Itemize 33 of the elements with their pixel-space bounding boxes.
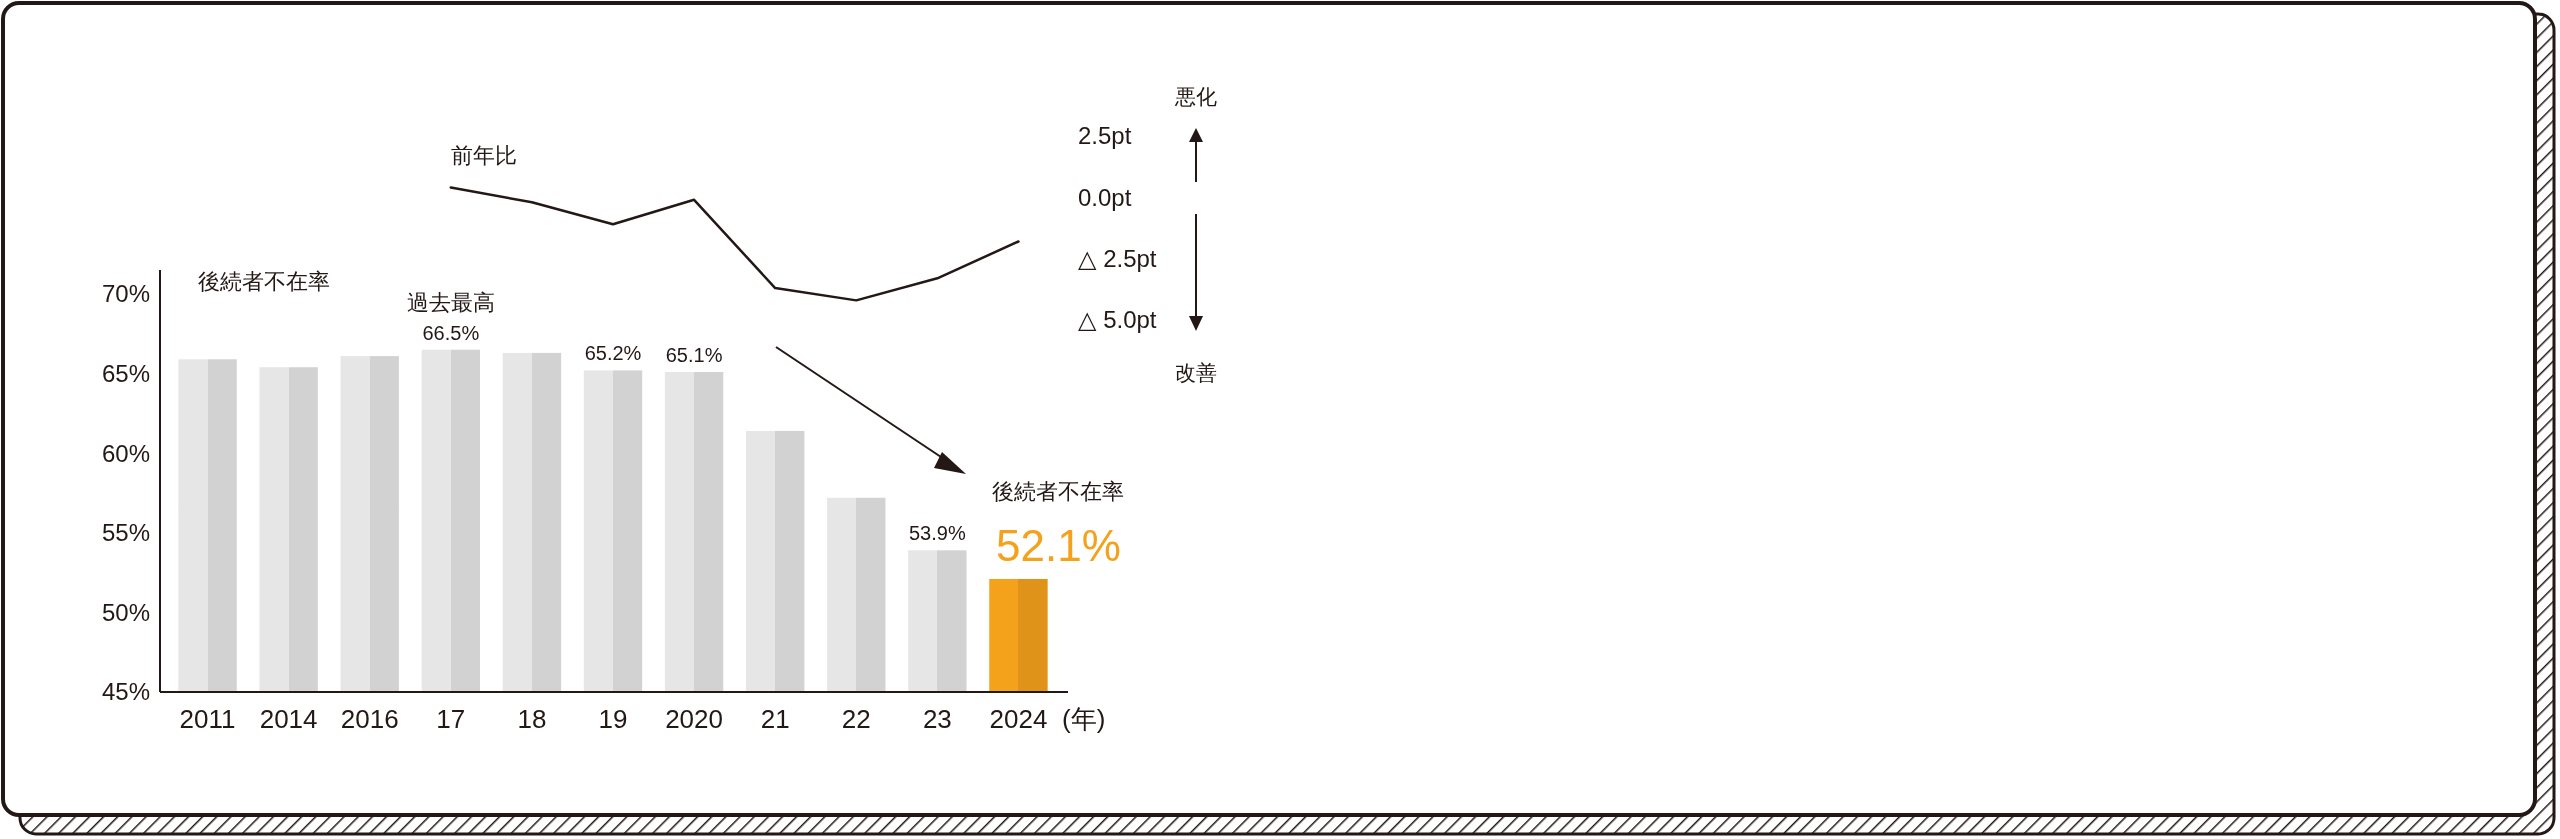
data-label: 65.2% [584, 342, 642, 365]
x-tick-label: 2024 [989, 704, 1048, 734]
x-tick-label: 17 [436, 704, 466, 734]
x-tick-label: 2014 [259, 704, 318, 734]
annotation: 後続者不在率 [992, 478, 1125, 504]
data-label: 52.1% [996, 520, 1121, 570]
x-tick-label: 22 [841, 704, 871, 734]
x-tick-label: 18 [517, 704, 547, 734]
annotation: 過去最高 [406, 289, 495, 315]
y-tick-label: △ 2.5pt [1078, 245, 1157, 273]
y-tick-label: 2.5pt [1078, 122, 1132, 150]
x-tick-label: 21 [760, 704, 790, 734]
x-tick-label: 19 [598, 704, 628, 734]
x-tick-label: 23 [922, 704, 952, 734]
text: 悪化 [1174, 85, 1217, 108]
y-tick-label: 60% [101, 439, 150, 467]
y-tick-label: 45% [101, 678, 150, 706]
x-tick-label: 2020 [665, 704, 724, 734]
x-tick-label: 2011 [179, 704, 236, 734]
y-tick-label: △ 5.0pt [1078, 306, 1157, 334]
y-tick-label: 70% [101, 280, 150, 308]
y-tick-label: 55% [101, 519, 150, 547]
y-tick-label: 50% [101, 598, 150, 626]
data-label: 53.9% [909, 522, 966, 545]
series-label: 前年比 [450, 142, 517, 168]
text: 改善 [1175, 361, 1217, 384]
x-axis-title: (年) [1062, 704, 1106, 734]
y-tick-label: 0.0pt [1078, 183, 1132, 211]
y-axis-title: 後続者不在率 [198, 269, 330, 294]
data-label: 65.1% [665, 344, 723, 367]
y-tick-label: 65% [101, 360, 150, 387]
x-tick-label: 2016 [340, 704, 399, 734]
data-label: 66.5% [422, 321, 480, 344]
